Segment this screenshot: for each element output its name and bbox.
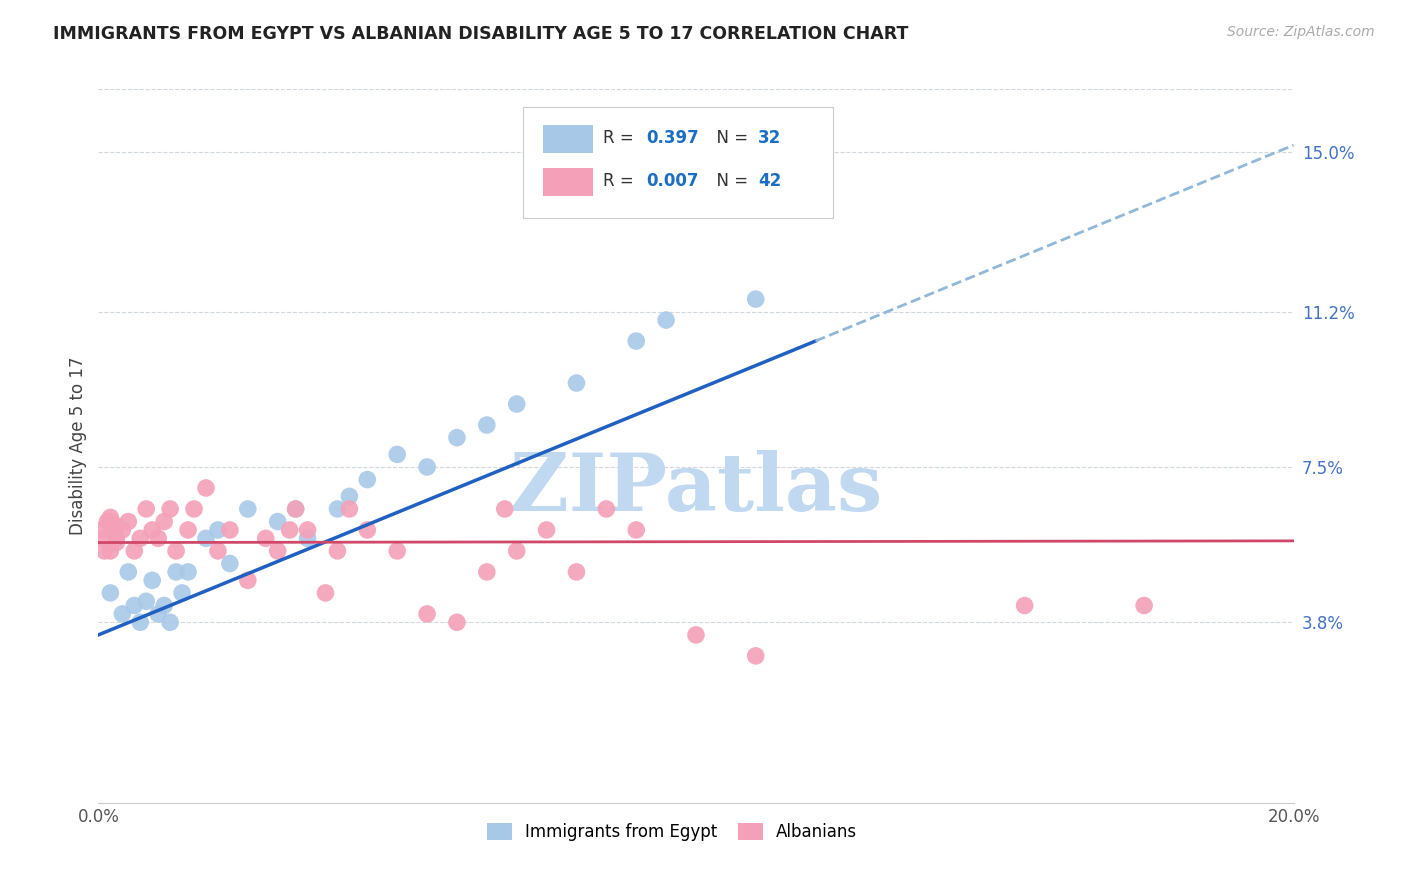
Point bbox=[356, 523, 378, 537]
Point bbox=[385, 447, 409, 461]
Point bbox=[446, 431, 468, 445]
Point bbox=[385, 544, 409, 558]
Text: IMMIGRANTS FROM EGYPT VS ALBANIAN DISABILITY AGE 5 TO 17 CORRELATION CHART: IMMIGRANTS FROM EGYPT VS ALBANIAN DISABI… bbox=[53, 25, 908, 43]
Y-axis label: Disability Age 5 to 17: Disability Age 5 to 17 bbox=[69, 357, 87, 535]
Point bbox=[111, 607, 134, 621]
Text: 0.007: 0.007 bbox=[645, 171, 699, 189]
Point bbox=[117, 565, 139, 579]
Point bbox=[207, 544, 229, 558]
Point bbox=[159, 615, 181, 630]
Point bbox=[195, 532, 218, 546]
Text: N =: N = bbox=[706, 171, 752, 189]
Point bbox=[536, 523, 558, 537]
Text: ZIPatlas: ZIPatlas bbox=[510, 450, 882, 528]
Point bbox=[595, 502, 617, 516]
Point bbox=[655, 313, 678, 327]
Point bbox=[267, 544, 290, 558]
Point bbox=[124, 599, 146, 613]
Point bbox=[475, 565, 498, 579]
Point bbox=[1014, 599, 1036, 613]
Text: R =: R = bbox=[603, 128, 638, 146]
Legend: Immigrants from Egypt, Albanians: Immigrants from Egypt, Albanians bbox=[481, 816, 863, 848]
Point bbox=[141, 574, 163, 588]
Text: 42: 42 bbox=[758, 171, 782, 189]
Point bbox=[111, 523, 134, 537]
Point bbox=[494, 502, 516, 516]
Point bbox=[339, 489, 361, 503]
Text: R =: R = bbox=[603, 171, 638, 189]
Point bbox=[284, 502, 307, 516]
Point bbox=[267, 515, 290, 529]
Point bbox=[315, 586, 337, 600]
Point bbox=[117, 515, 139, 529]
Point bbox=[506, 544, 529, 558]
Point bbox=[416, 460, 439, 475]
Point bbox=[219, 523, 242, 537]
Point bbox=[98, 544, 122, 558]
Point bbox=[105, 518, 128, 533]
Point bbox=[356, 473, 378, 487]
Point bbox=[135, 594, 157, 608]
Point bbox=[105, 535, 128, 549]
Point bbox=[135, 502, 157, 516]
Point bbox=[207, 523, 229, 537]
Point bbox=[98, 515, 122, 529]
Point bbox=[159, 502, 181, 516]
Point bbox=[141, 523, 163, 537]
Point bbox=[153, 515, 176, 529]
Point bbox=[98, 586, 122, 600]
Point bbox=[129, 615, 152, 630]
Point bbox=[506, 397, 529, 411]
Point bbox=[165, 565, 187, 579]
Point bbox=[565, 565, 588, 579]
Point bbox=[219, 557, 242, 571]
Point bbox=[93, 532, 115, 546]
Point bbox=[1133, 599, 1156, 613]
Point bbox=[685, 628, 707, 642]
Point bbox=[446, 615, 468, 630]
Point bbox=[339, 502, 361, 516]
Point bbox=[745, 648, 768, 663]
Point bbox=[236, 502, 259, 516]
Point bbox=[90, 523, 112, 537]
Point bbox=[172, 586, 194, 600]
Point bbox=[129, 532, 152, 546]
Point bbox=[177, 565, 200, 579]
Point bbox=[148, 607, 170, 621]
Point bbox=[98, 510, 122, 524]
Point bbox=[326, 502, 349, 516]
Point bbox=[626, 334, 648, 348]
Point bbox=[326, 544, 349, 558]
Point bbox=[183, 502, 205, 516]
Bar bbox=[543, 168, 593, 196]
Point bbox=[745, 292, 768, 306]
Point bbox=[93, 544, 115, 558]
Point bbox=[236, 574, 259, 588]
Point bbox=[565, 376, 588, 390]
Point bbox=[626, 523, 648, 537]
Point bbox=[177, 523, 200, 537]
Point bbox=[105, 532, 128, 546]
Point bbox=[165, 544, 187, 558]
Text: 32: 32 bbox=[758, 128, 782, 146]
Text: 0.397: 0.397 bbox=[645, 128, 699, 146]
FancyBboxPatch shape bbox=[523, 107, 834, 218]
Point bbox=[284, 502, 307, 516]
Point bbox=[278, 523, 301, 537]
Point bbox=[124, 544, 146, 558]
Point bbox=[297, 532, 319, 546]
Point bbox=[297, 523, 319, 537]
Point bbox=[153, 599, 176, 613]
Point bbox=[148, 532, 170, 546]
Bar bbox=[543, 125, 593, 153]
Point bbox=[195, 481, 218, 495]
Point bbox=[254, 532, 277, 546]
Text: Source: ZipAtlas.com: Source: ZipAtlas.com bbox=[1227, 25, 1375, 39]
Point bbox=[416, 607, 439, 621]
Point bbox=[96, 515, 118, 529]
Text: N =: N = bbox=[706, 128, 752, 146]
Point bbox=[475, 417, 498, 432]
